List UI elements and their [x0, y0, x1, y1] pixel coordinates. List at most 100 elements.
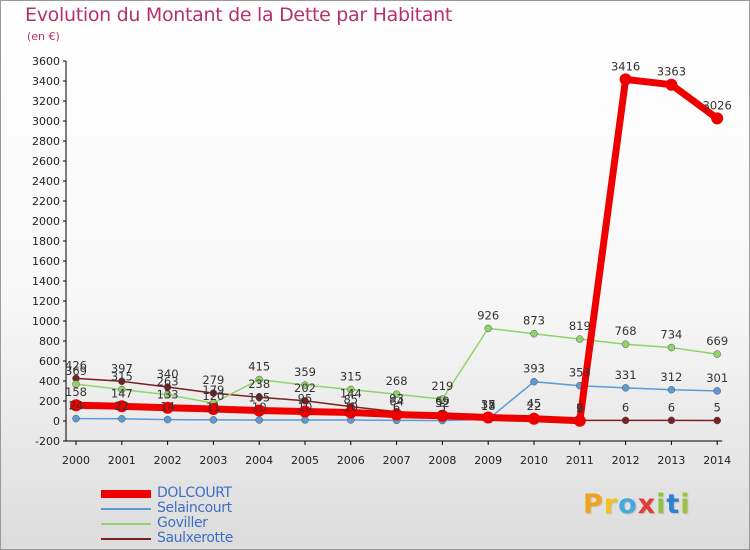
data-label-dolcourt: 133	[157, 388, 179, 402]
data-label-selaincourt: 10	[298, 400, 313, 414]
y-tick-label: -200	[35, 435, 60, 448]
data-point-saulxerotte	[621, 416, 630, 425]
data-label-dolcourt: 85	[343, 393, 358, 407]
data-label-selaincourt: 22	[114, 399, 129, 413]
data-label-goviller: 359	[294, 365, 316, 379]
x-tick-label: 2001	[108, 454, 136, 467]
data-point-selaincourt	[530, 377, 538, 386]
logo-letter: i	[680, 489, 691, 520]
data-label-dolcourt: 120	[202, 389, 224, 403]
y-tick-label: 1800	[32, 235, 60, 248]
data-label-dolcourt: 35	[481, 398, 496, 412]
data-label-dolcourt: 3416	[611, 59, 640, 73]
data-label-selaincourt: 393	[523, 362, 545, 376]
x-tick-label: 2011	[566, 454, 594, 467]
data-point-dolcourt	[115, 400, 128, 413]
data-label-goviller: 819	[569, 319, 591, 333]
y-tick-label: 2200	[32, 195, 60, 208]
data-point-goviller	[484, 324, 492, 333]
data-label-saulxerotte: 37	[481, 397, 496, 411]
data-point-selaincourt	[621, 384, 630, 392]
data-point-saulxerotte	[118, 377, 126, 386]
data-label-dolcourt: 64	[389, 395, 404, 409]
proxiti-logo: Proxiti	[583, 489, 691, 520]
data-label-selaincourt: 24	[69, 399, 84, 413]
data-point-dolcourt	[207, 403, 220, 415]
data-label-dolcourt: 147	[111, 386, 133, 400]
data-point-goviller	[301, 381, 309, 389]
data-point-selaincourt	[255, 416, 263, 424]
data-point-goviller	[438, 395, 447, 403]
y-tick-label: 800	[39, 335, 60, 348]
data-point-selaincourt	[667, 386, 676, 394]
data-point-goviller	[621, 340, 630, 348]
data-point-goviller	[118, 385, 126, 394]
chart-title: Evolution du Montant de la Dette par Hab…	[25, 4, 453, 26]
y-tick-label: 3200	[32, 95, 60, 108]
data-point-dolcourt	[619, 73, 632, 86]
data-point-goviller	[347, 385, 355, 394]
data-point-saulxerotte	[301, 397, 309, 405]
x-tick-label: 2008	[428, 454, 456, 467]
data-point-dolcourt	[482, 411, 495, 424]
logo-letter: x	[637, 489, 657, 520]
data-label-saulxerotte: 93	[389, 392, 404, 406]
data-label-dolcourt: 52	[435, 396, 450, 410]
data-point-goviller	[576, 335, 584, 343]
legend-swatch-dolcourt	[101, 490, 151, 498]
x-tick-label: 2009	[474, 454, 502, 467]
data-point-selaincourt	[118, 415, 126, 423]
y-tick-label: 1400	[32, 275, 60, 288]
data-label-selaincourt: 5	[439, 401, 446, 415]
data-point-selaincourt	[301, 416, 309, 424]
y-tick-label: 2800	[32, 135, 60, 148]
data-label-selaincourt: 301	[706, 371, 728, 385]
y-tick-label: 0	[53, 415, 60, 428]
data-point-goviller	[713, 350, 721, 358]
data-label-selaincourt: 10	[343, 400, 358, 414]
data-point-goviller	[163, 390, 172, 399]
chart-subtitle: (en €)	[27, 30, 60, 43]
data-point-saulxerotte	[209, 389, 218, 397]
data-label-saulxerotte: 6	[668, 400, 675, 414]
data-point-goviller	[72, 380, 80, 388]
data-label-selaincourt: 353	[569, 366, 591, 380]
data-label-saulxerotte: 426	[65, 358, 87, 372]
data-point-dolcourt	[436, 409, 449, 422]
x-tick-label: 2003	[199, 454, 227, 467]
data-label-saulxerotte: 279	[202, 373, 224, 387]
data-label-dolcourt: 3363	[657, 65, 686, 79]
x-tick-label: 2010	[520, 454, 548, 467]
logo-letter: o	[618, 489, 638, 520]
data-label-selaincourt: 18	[481, 399, 496, 413]
y-tick-label: 3000	[32, 115, 60, 128]
data-point-dolcourt	[711, 112, 724, 125]
data-label-saulxerotte: 144	[340, 387, 362, 401]
data-label-selaincourt: 11	[206, 400, 221, 414]
data-label-goviller: 768	[615, 324, 637, 338]
data-point-dolcourt	[665, 78, 678, 91]
data-label-goviller: 415	[248, 360, 270, 374]
data-point-selaincourt	[209, 416, 218, 424]
data-label-goviller: 263	[157, 375, 179, 389]
legend-swatch-goviller	[101, 523, 151, 525]
data-label-selaincourt: 331	[615, 368, 637, 382]
y-tick-label: 3600	[32, 55, 60, 68]
data-point-goviller	[667, 343, 676, 352]
x-tick-label: 2002	[154, 454, 182, 467]
data-label-saulxerotte: 6	[622, 400, 629, 414]
x-tick-label: 2014	[703, 454, 731, 467]
legend-swatch-selaincourt	[101, 508, 151, 510]
data-point-goviller	[530, 329, 538, 338]
data-label-dolcourt: 95	[298, 392, 313, 406]
data-point-dolcourt	[70, 399, 82, 412]
y-tick-label: 2000	[32, 215, 60, 228]
data-label-goviller: 219	[431, 379, 453, 393]
data-point-saulxerotte	[667, 416, 676, 425]
data-label-goviller: 669	[706, 334, 728, 348]
x-tick-label: 2004	[245, 454, 273, 467]
data-point-saulxerotte	[163, 383, 172, 391]
data-label-goviller: 315	[111, 370, 133, 384]
